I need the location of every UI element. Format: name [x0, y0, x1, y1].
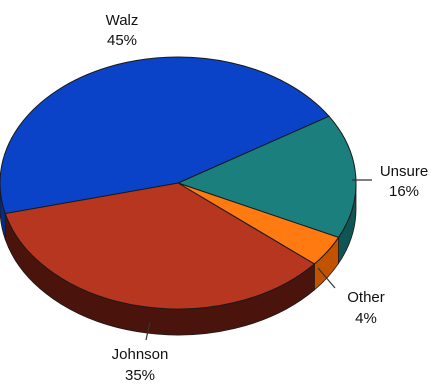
pie-slice-johnson [4, 182, 316, 310]
slice-label-other: Other [347, 289, 385, 306]
slice-label-johnson: Johnson [112, 346, 169, 363]
slice-value-unsure: 16% [389, 183, 419, 200]
slice-label-walz: Walz [106, 12, 139, 29]
slice-value-other: 4% [355, 310, 377, 327]
leader-line-johnson [145, 321, 151, 341]
slice-label-unsure: Unsure [380, 163, 428, 180]
pie-slice-walz [0, 56, 330, 215]
pie-slice-unsure [176, 115, 357, 239]
pie-slices [0, 56, 357, 310]
leader-line-other [317, 267, 336, 289]
slice-value-walz: 45% [107, 32, 137, 49]
slice-value-johnson: 35% [125, 367, 155, 384]
